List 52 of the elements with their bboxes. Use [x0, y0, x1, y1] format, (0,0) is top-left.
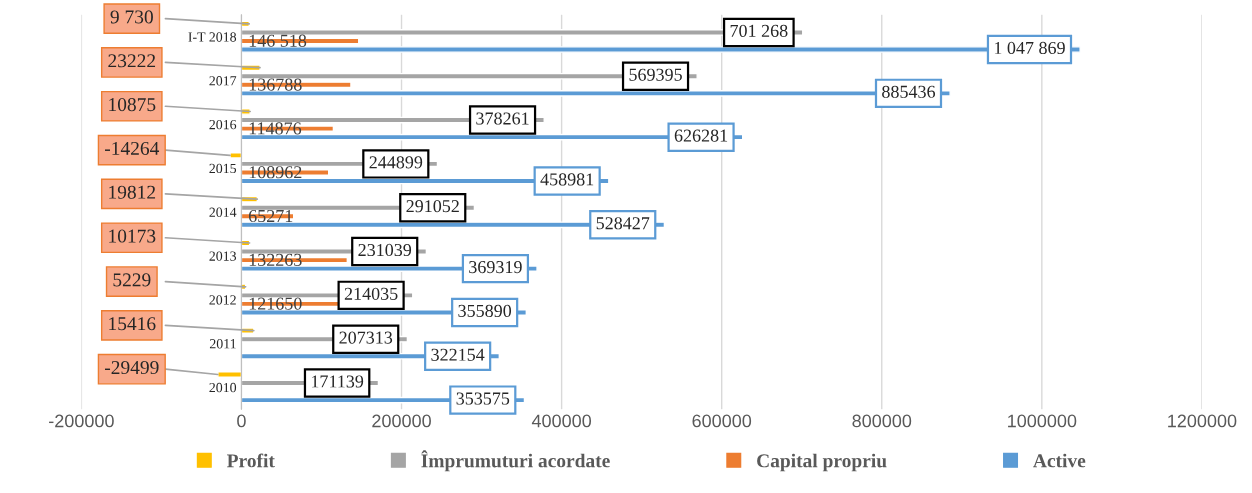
y-tick-label: 2010 [209, 382, 237, 393]
y-tick-label: 2012 [209, 295, 236, 305]
y-tick-label: 2013 [209, 251, 237, 261]
x-tick-label: 400000 [531, 414, 592, 428]
y-tick-label: 2017 [209, 76, 237, 86]
data-label: 10875 [109, 98, 156, 112]
data-label: 207313 [339, 331, 393, 344]
data-label: 355890 [458, 304, 512, 317]
y-tick-label: 2011 [209, 339, 236, 349]
data-label: 322154 [431, 348, 485, 361]
x-tick-label: 800000 [852, 414, 912, 428]
data-label: 5229 [113, 273, 151, 287]
legend-label: Active [1033, 453, 1086, 468]
data-label: 353575 [456, 392, 510, 405]
legend-label: Profit [227, 453, 275, 468]
y-tick-label: 2016 [209, 119, 237, 130]
data-label: -29499 [104, 361, 159, 375]
y-tick-label: I-T 2018 [188, 32, 237, 42]
x-tick-label: 600000 [692, 414, 752, 428]
x-tick-label: 1200000 [1168, 414, 1237, 428]
data-label: 378261 [476, 112, 529, 125]
data-label: 15416 [109, 317, 156, 331]
legend-label: Împrumuturi acordate [421, 450, 610, 472]
data-label: 528427 [596, 217, 650, 230]
data-label: 23222 [108, 54, 156, 68]
bar [229, 152, 243, 159]
data-label: 885436 [882, 85, 936, 98]
data-label: 244899 [369, 156, 423, 169]
data-label: 114876 [249, 122, 302, 135]
data-label: 701 268 [730, 24, 788, 37]
data-label: 108962 [249, 166, 302, 179]
data-label: 214035 [344, 287, 398, 300]
y-tick-label: 2015 [209, 163, 237, 174]
x-tick-label: 0 [237, 414, 246, 428]
bar [217, 371, 243, 378]
data-label: 9 730 [110, 10, 153, 24]
data-label: -14264 [104, 141, 160, 155]
legend-label: Capital propriu [757, 453, 887, 472]
x-tick-label: -200000 [49, 414, 114, 428]
data-label: 231039 [358, 243, 412, 257]
data-label: 10173 [109, 229, 156, 243]
y-tick-label: 2014 [209, 207, 237, 217]
x-tick-label: 200000 [372, 414, 431, 428]
data-label: 171139 [311, 375, 364, 388]
x-tick-label: 1000000 [1008, 414, 1077, 428]
data-label: 291052 [406, 200, 459, 213]
data-label: 569395 [629, 68, 682, 81]
data-label: 1 047 869 [994, 41, 1065, 55]
data-label: 19812 [109, 185, 156, 199]
data-label: 626281 [674, 129, 728, 142]
data-label: 369319 [469, 261, 522, 274]
data-label: 458981 [540, 173, 594, 186]
